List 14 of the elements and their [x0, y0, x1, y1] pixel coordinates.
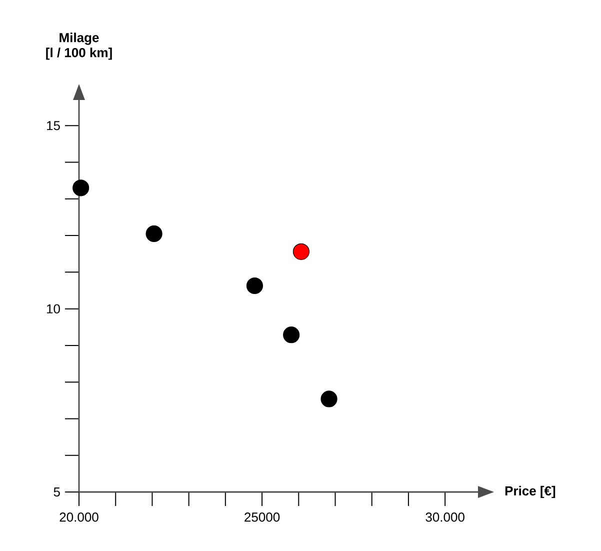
- y-tick-label: 5: [54, 487, 60, 497]
- y-tick-label: 15: [47, 121, 60, 130]
- x-axis-title: Price [€]: [505, 486, 556, 498]
- y-axis-title: Milage [l / 100 km]: [46, 32, 112, 60]
- x-tick-label: 25000: [244, 512, 280, 522]
- point: [283, 326, 300, 344]
- x-tick-label: 30.000: [426, 512, 464, 522]
- y-tick-label: 10: [47, 304, 60, 314]
- x-tick-label: 20.000: [60, 512, 98, 522]
- point: [246, 277, 264, 294]
- point: [72, 180, 90, 196]
- point: [320, 390, 338, 408]
- point: [146, 225, 162, 242]
- point: [292, 243, 310, 260]
